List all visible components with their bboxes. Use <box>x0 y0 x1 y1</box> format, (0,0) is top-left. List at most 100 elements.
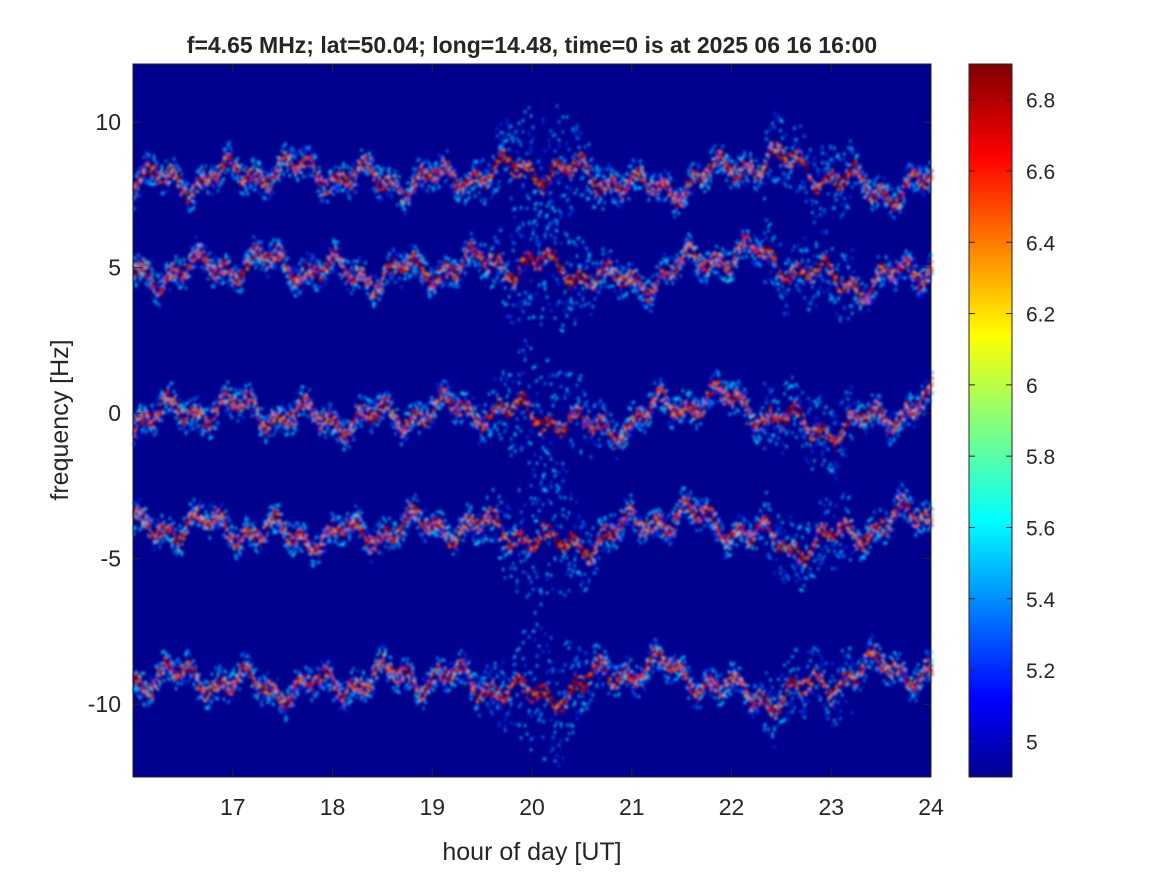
band-core-pixel <box>537 188 541 192</box>
band-halo-pixel <box>236 156 239 160</box>
band-halo-pixel <box>450 165 453 169</box>
band-core-pixel <box>156 291 160 295</box>
band-halo-pixel <box>561 301 565 305</box>
band-halo-pixel <box>687 168 690 172</box>
band-core-pixel <box>358 164 361 167</box>
band-halo-pixel <box>561 323 565 327</box>
band-core-pixel <box>376 187 379 191</box>
band-core-pixel <box>366 167 369 171</box>
band-halo-pixel <box>414 167 417 171</box>
band-core-pixel <box>875 199 878 202</box>
band-core-pixel <box>585 283 589 286</box>
band-halo-pixel <box>605 267 609 271</box>
band-halo-pixel <box>705 275 708 279</box>
band-halo-pixel <box>849 146 852 150</box>
band-halo-pixel <box>587 196 591 200</box>
band-halo-pixel <box>370 297 373 301</box>
band-halo-pixel <box>687 191 690 195</box>
band-halo-pixel <box>218 184 221 188</box>
band-halo-pixel <box>250 158 253 162</box>
band-core-pixel <box>352 183 355 187</box>
band-core-pixel <box>446 171 449 175</box>
band-halo-pixel <box>655 181 658 185</box>
band-core-pixel <box>530 162 533 166</box>
band-core-pixel <box>222 165 225 168</box>
band-core-pixel <box>232 166 235 169</box>
band-core-pixel <box>238 282 241 285</box>
band-halo-pixel <box>673 210 676 214</box>
band-core-pixel <box>583 274 587 277</box>
band-core-pixel <box>683 191 686 195</box>
band-core-pixel <box>496 265 499 268</box>
band-core-pixel <box>462 261 465 264</box>
band-core-pixel <box>787 162 790 165</box>
band-halo-pixel <box>623 293 626 297</box>
band-halo-pixel <box>603 201 607 205</box>
band-core-pixel <box>723 269 726 273</box>
band-halo-pixel <box>783 150 786 154</box>
band-halo-pixel <box>192 246 196 250</box>
band-halo-pixel <box>500 270 503 274</box>
band-halo-pixel <box>711 147 714 151</box>
band-halo-pixel <box>565 115 569 119</box>
band-halo-pixel <box>464 271 467 275</box>
band-halo-pixel <box>520 206 523 210</box>
band-core-pixel <box>508 158 511 162</box>
band-core-pixel <box>749 251 752 254</box>
band-halo-pixel <box>729 279 732 283</box>
band-core-pixel <box>629 179 632 182</box>
band-core-pixel <box>607 272 611 275</box>
band-core-pixel <box>699 183 702 187</box>
band-halo-pixel <box>204 245 208 249</box>
band-core-pixel <box>492 173 495 176</box>
band-halo-pixel <box>518 232 521 236</box>
band-core-pixel <box>647 300 650 303</box>
band-halo-pixel <box>885 184 888 188</box>
band-halo-pixel <box>613 171 616 175</box>
band-core-pixel <box>322 184 325 188</box>
band-halo-pixel <box>442 171 445 175</box>
band-halo-pixel <box>789 185 792 189</box>
band-core-pixel <box>835 183 838 186</box>
band-core-pixel <box>621 189 624 193</box>
band-halo-pixel <box>729 159 732 163</box>
band-core-pixel <box>530 251 533 255</box>
band-core-pixel <box>394 178 397 182</box>
band-core-pixel <box>695 174 698 178</box>
band-halo-pixel <box>292 148 295 152</box>
band-halo-pixel <box>781 170 784 174</box>
band-halo-pixel <box>438 170 441 174</box>
band-core-pixel <box>789 152 792 156</box>
band-halo-pixel <box>390 195 393 199</box>
band-core-pixel <box>727 163 730 167</box>
band-halo-pixel <box>328 171 331 175</box>
band-core-pixel <box>210 183 214 186</box>
band-halo-pixel <box>484 174 487 178</box>
band-core-pixel <box>541 193 545 196</box>
band-halo-pixel <box>214 255 217 259</box>
band-core-pixel <box>623 186 626 190</box>
band-core-pixel <box>839 176 842 180</box>
band-halo-pixel <box>260 173 263 177</box>
band-core-pixel <box>781 155 784 158</box>
band-halo-pixel <box>925 165 928 169</box>
band-core-pixel <box>480 181 483 185</box>
band-halo-pixel <box>573 191 577 195</box>
band-halo-pixel <box>482 181 485 185</box>
band-halo-pixel <box>677 256 680 260</box>
band-core-pixel <box>354 277 357 280</box>
band-halo-pixel <box>330 266 333 270</box>
band-core-pixel <box>781 152 784 155</box>
band-core-pixel <box>466 177 469 180</box>
band-halo-pixel <box>749 152 752 156</box>
band-halo-pixel <box>697 265 700 269</box>
band-core-pixel <box>500 149 503 152</box>
band-halo-pixel <box>526 195 529 199</box>
band-halo-pixel <box>168 271 172 275</box>
band-halo-pixel <box>623 266 626 270</box>
band-core-pixel <box>252 250 255 253</box>
band-halo-pixel <box>715 155 718 159</box>
band-core-pixel <box>362 279 365 282</box>
band-halo-pixel <box>264 190 267 194</box>
band-core-pixel <box>861 178 864 182</box>
